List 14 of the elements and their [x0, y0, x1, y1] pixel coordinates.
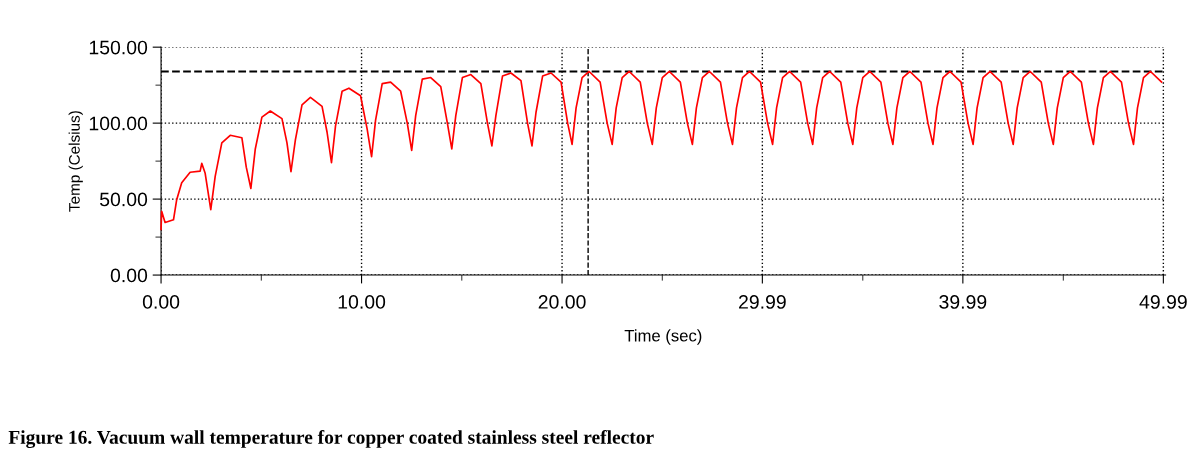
y-tick-label: 0.00 — [110, 268, 148, 283]
line-series — [160, 70, 1163, 231]
x-tick-label: 20.00 — [538, 295, 586, 309]
caption: Figure 16. Vacuum wall temperature for copper coated stainless steel reflector — [8, 429, 654, 448]
x-tick-label: 10.00 — [338, 295, 386, 309]
x-axis-title: Time (sec) — [624, 329, 702, 345]
y-tick-label: 150.00 — [89, 40, 148, 55]
x-tick-label: 0.00 — [142, 295, 180, 309]
y-tick-label: 50.00 — [99, 192, 148, 207]
x-tick-label: 39.99 — [939, 295, 987, 309]
x-tick-label: 49.99 — [1139, 295, 1187, 309]
y-axis-title: Temp (Celsius) — [68, 111, 83, 212]
y-tick-label: 100.00 — [89, 116, 148, 131]
x-tick-label: 29.99 — [739, 295, 786, 309]
